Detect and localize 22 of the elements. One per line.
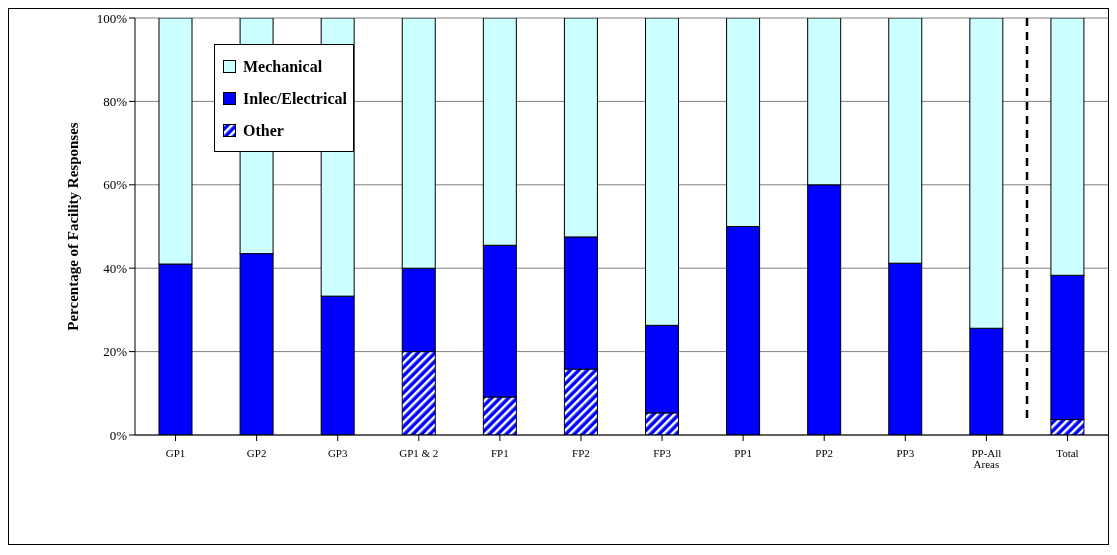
legend-label: Inlec/Electrical bbox=[243, 90, 347, 108]
x-tick-label: GP3 bbox=[327, 446, 348, 459]
x-tick-label: FP2 bbox=[572, 446, 590, 459]
x-tick-label: PP-All Areas bbox=[971, 446, 1002, 470]
x-tick-label: PP3 bbox=[896, 446, 915, 459]
y-tick-label: 0% bbox=[109, 427, 128, 443]
y-tick-label: 100% bbox=[96, 10, 128, 26]
y-tick-label: 40% bbox=[103, 260, 128, 276]
legend-label: Mechanical bbox=[243, 58, 323, 76]
legend-label: Other bbox=[243, 122, 284, 140]
x-tick-label: Total bbox=[1056, 446, 1079, 459]
x-tick-label: FP1 bbox=[491, 446, 509, 459]
y-tick-label: 80% bbox=[103, 94, 128, 110]
y-tick-label: 60% bbox=[103, 177, 128, 193]
y-tick-label: 20% bbox=[103, 344, 128, 360]
x-tick-label: PP1 bbox=[734, 446, 752, 459]
x-tick-label: GP2 bbox=[246, 446, 267, 459]
x-tick-label: PP2 bbox=[815, 446, 834, 459]
x-tick-label: FP3 bbox=[653, 446, 672, 459]
y-axis-title: Percentage of Facility Responses bbox=[65, 122, 82, 331]
x-tick-label: GP1 & 2 bbox=[399, 446, 439, 459]
x-tick-label: GP1 bbox=[165, 446, 186, 459]
